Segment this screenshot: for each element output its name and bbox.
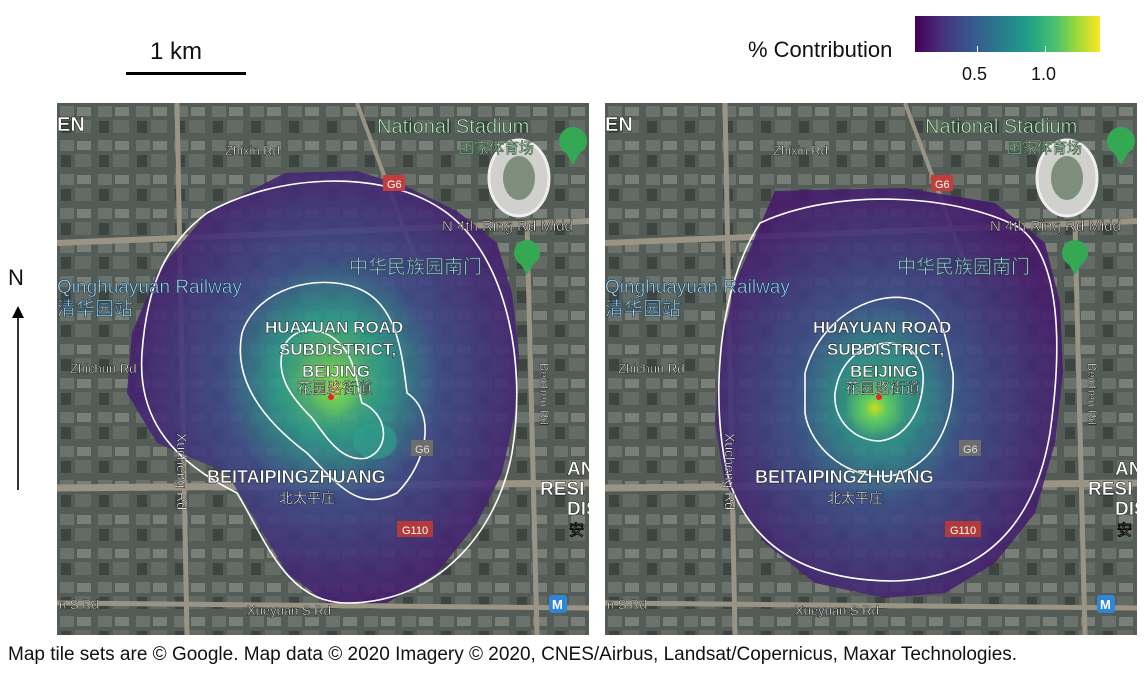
contour-inner (280, 329, 385, 460)
highway-badge-lower (959, 440, 981, 456)
stadium-pin-icon (1107, 127, 1135, 155)
map-label-ring-rd: N 4th Ring Rd Midd (442, 218, 573, 235)
scale-bar (126, 72, 246, 75)
map-label-s-rd: n S Rd (607, 597, 647, 612)
map-label-resi: RESI (1088, 479, 1132, 500)
map-label-zhixin: Zhixin Rd (225, 143, 280, 158)
map-label-huayuan-1: HUAYUAN ROAD (265, 318, 403, 337)
map-label-dis: DIS (1115, 499, 1137, 520)
map-label-zhichun: Zhichun Rd (70, 361, 136, 376)
map-label-huayuan-cn: 花园路街道 (297, 380, 372, 397)
map-attribution: Map tile sets are © Google. Map data © 2… (8, 644, 1018, 665)
metro-icon-label: M (552, 597, 563, 612)
highway-badge-label: G6 (935, 179, 950, 191)
metro-icon-label: M (1100, 597, 1111, 612)
map-label-resi: RESI (540, 479, 584, 500)
colorbar (915, 16, 1100, 52)
highway-badge-lower-label: G6 (963, 444, 978, 456)
park-pin-icon (1062, 240, 1088, 266)
map-label-beitaiping: BEITAIPINGZHUANG (755, 467, 934, 487)
colorbar-tick-label: 1.0 (1031, 64, 1057, 84)
map-label-xucheng: Xucheng Rd (722, 433, 738, 510)
colorbar-tick (1045, 46, 1046, 52)
park-pin-icon (514, 240, 540, 266)
scale-bar-label: 1 km (150, 38, 203, 65)
map-label-xueyuan: Xueyuan S Rd (247, 603, 331, 618)
map-label-beichen: Beichen Rd (1085, 363, 1099, 425)
map-label-railway: Qinghuayuan Railway (57, 277, 242, 298)
metro-icon (1097, 595, 1115, 613)
footprint-peak (309, 356, 361, 420)
map-label-en: EN (57, 114, 85, 136)
map-panel-left[interactable]: EN Zhixin Rd Zhichun Rd n S Rd Xueyuan S… (57, 103, 589, 635)
tower-location-marker (328, 394, 334, 400)
contour-outer (718, 198, 1058, 582)
map-label-an: AN (567, 459, 589, 480)
north-arrow-icon (12, 306, 24, 490)
highway-badge-lower-label: G6 (415, 444, 430, 456)
highway-badge-g110 (945, 521, 981, 537)
map-label-stadium: National Stadium (925, 116, 1077, 138)
highway-badge-lower (411, 440, 433, 456)
map-label-stadium-cn: 国家体育场 (1007, 140, 1082, 157)
map-label-beichen: Beichen Rd (537, 363, 551, 425)
metro-icon (549, 595, 567, 613)
map-label-xucheng: Xucheng Rd (174, 433, 190, 510)
map-label-park-cn: 中华民族园南门 (349, 256, 482, 278)
highway-badge (383, 175, 405, 191)
colorbar-tick-label: 0.5 (962, 64, 988, 84)
contour-outer (140, 180, 518, 604)
colorbar-tick (977, 46, 978, 52)
map-label-an-cn: 安 (1117, 521, 1132, 539)
map-label-beitaiping-cn: 北太平庄 (279, 490, 335, 506)
map-label-stadium-cn: 国家体育场 (459, 140, 534, 157)
map-label-s-rd: n S Rd (59, 597, 99, 612)
north-label: N (8, 265, 24, 290)
highway-badge-label: G6 (387, 179, 402, 191)
map-label-huayuan-3: BEIJING (850, 362, 918, 381)
footprint-peak (845, 378, 905, 438)
map-label-huayuan-cn: 花园路街道 (845, 380, 920, 397)
map-label-ring-rd: N 4th Ring Rd Midd (990, 218, 1121, 235)
colorbar-title: % Contribution (748, 37, 893, 62)
contour-inner (834, 342, 924, 442)
map-label-zhixin: Zhixin Rd (773, 143, 828, 158)
map-panel-right[interactable]: EN Zhixin Rd Zhichun Rd n S Rd Xueyuan S… (605, 103, 1137, 635)
map-label-zhichun: Zhichun Rd (618, 361, 684, 376)
map-label-dis: DIS (567, 499, 589, 520)
map-label-railway-cn: 清华园站 (57, 298, 133, 320)
map-label-an-cn: 安 (569, 521, 584, 539)
map-label-railway: Qinghuayuan Railway (605, 277, 790, 298)
map-label-park-cn: 中华民族园南门 (897, 256, 1030, 278)
map-label-huayuan-2: SUBDISTRICT, (279, 340, 396, 359)
contour-middle (239, 281, 426, 501)
highway-badge-g110 (397, 521, 433, 537)
highway-badge-g110-label: G110 (402, 525, 428, 537)
map-label-huayuan-3: BEIJING (302, 362, 370, 381)
map-label-railway-cn: 清华园站 (605, 298, 681, 320)
stadium-pin-icon (559, 127, 587, 155)
map-label-an: AN (1115, 459, 1137, 480)
map-label-beitaiping: BEITAIPINGZHUANG (207, 467, 386, 487)
highway-badge (931, 175, 953, 191)
map-label-beitaiping-cn: 北太平庄 (827, 490, 883, 506)
map-label-xueyuan: Xueyuan S Rd (795, 603, 879, 618)
map-label-en: EN (605, 114, 633, 136)
map-label-huayuan-2: SUBDISTRICT, (827, 340, 944, 359)
map-label-stadium: National Stadium (377, 116, 529, 138)
highway-badge-g110-label: G110 (950, 525, 976, 537)
tower-location-marker (876, 394, 882, 400)
contour-middle (804, 296, 954, 477)
map-label-huayuan-1: HUAYUAN ROAD (813, 318, 951, 337)
